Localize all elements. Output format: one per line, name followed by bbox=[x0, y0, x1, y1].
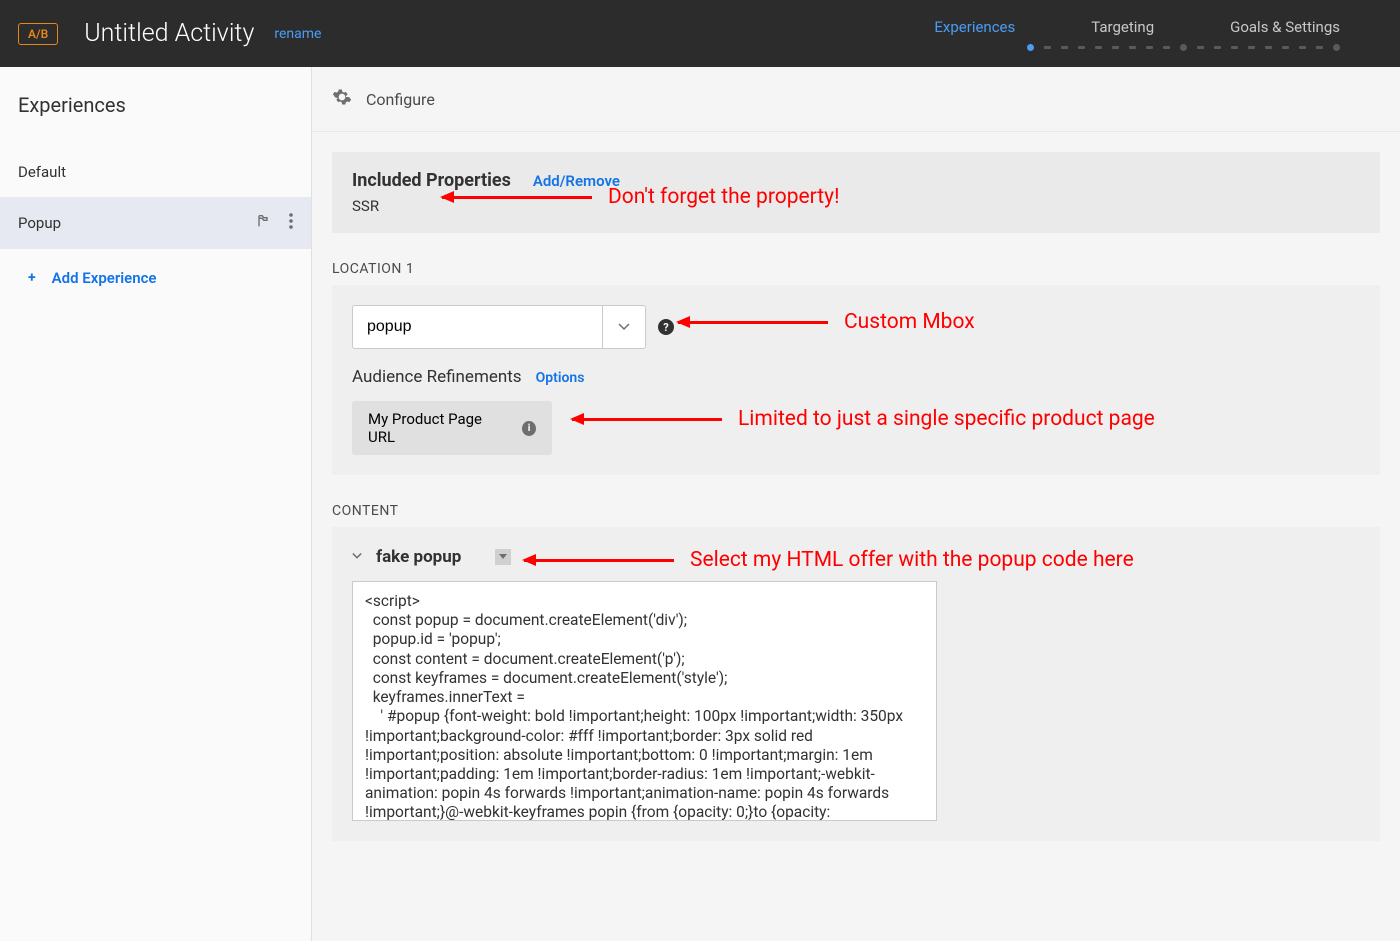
add-experience-button[interactable]: + Add Experience bbox=[0, 249, 311, 307]
tab-experiences[interactable]: Experiences bbox=[934, 18, 1015, 36]
configure-bar: Configure bbox=[312, 67, 1400, 132]
mbox-dropdown-button[interactable] bbox=[602, 305, 646, 349]
mbox-input[interactable] bbox=[352, 305, 602, 349]
content-panel: fake popup <script> const popup = docume… bbox=[332, 527, 1380, 841]
sidebar-title: Experiences bbox=[0, 67, 311, 147]
offer-name: fake popup bbox=[376, 547, 461, 567]
chevron-down-icon bbox=[618, 323, 630, 331]
audience-chip-label: My Product Page URL bbox=[368, 410, 502, 446]
activity-title: Untitled Activity bbox=[84, 19, 254, 48]
rename-icon[interactable] bbox=[255, 213, 271, 233]
experience-item-default[interactable]: Default bbox=[0, 147, 311, 197]
offer-dropdown[interactable] bbox=[495, 549, 511, 565]
activity-type-badge: A/B bbox=[18, 23, 58, 45]
collapse-icon[interactable] bbox=[352, 550, 362, 564]
top-header: A/B Untitled Activity rename Experiences… bbox=[0, 0, 1400, 67]
mbox-selector bbox=[352, 305, 646, 349]
experiences-sidebar: Experiences Default Popup + Add Experien… bbox=[0, 67, 312, 941]
properties-title: Included Properties bbox=[352, 170, 511, 191]
content-label: CONTENT bbox=[332, 503, 1380, 519]
tab-goals-settings[interactable]: Goals & Settings bbox=[1230, 18, 1340, 36]
gear-icon[interactable] bbox=[332, 87, 352, 111]
included-properties-panel: Included Properties Add/Remove SSR bbox=[332, 152, 1380, 233]
info-icon[interactable]: i bbox=[522, 421, 536, 436]
plus-icon: + bbox=[28, 270, 36, 286]
offer-code-textarea[interactable]: <script> const popup = document.createEl… bbox=[352, 581, 937, 821]
experience-label: Popup bbox=[18, 214, 61, 232]
experience-item-popup[interactable]: Popup bbox=[0, 197, 311, 249]
location-label: LOCATION 1 bbox=[332, 261, 1380, 277]
configure-label[interactable]: Configure bbox=[366, 90, 435, 109]
rename-link[interactable]: rename bbox=[274, 26, 321, 42]
add-experience-label: Add Experience bbox=[52, 269, 157, 287]
audience-chip[interactable]: My Product Page URL i bbox=[352, 401, 552, 455]
tab-targeting[interactable]: Targeting bbox=[1091, 18, 1154, 36]
workflow-tabs: Experiences Targeting Goals & Settings bbox=[934, 18, 1340, 36]
property-value: SSR bbox=[352, 197, 1360, 215]
help-icon[interactable]: ? bbox=[658, 319, 674, 335]
audience-options-link[interactable]: Options bbox=[536, 370, 585, 386]
audience-refinements-title: Audience Refinements bbox=[352, 367, 522, 387]
location-panel: ? Audience Refinements Options My Produc… bbox=[332, 285, 1380, 475]
add-remove-link[interactable]: Add/Remove bbox=[533, 172, 620, 190]
experience-label: Default bbox=[18, 163, 66, 181]
progress-dots bbox=[1027, 44, 1340, 51]
more-icon[interactable] bbox=[289, 213, 293, 233]
